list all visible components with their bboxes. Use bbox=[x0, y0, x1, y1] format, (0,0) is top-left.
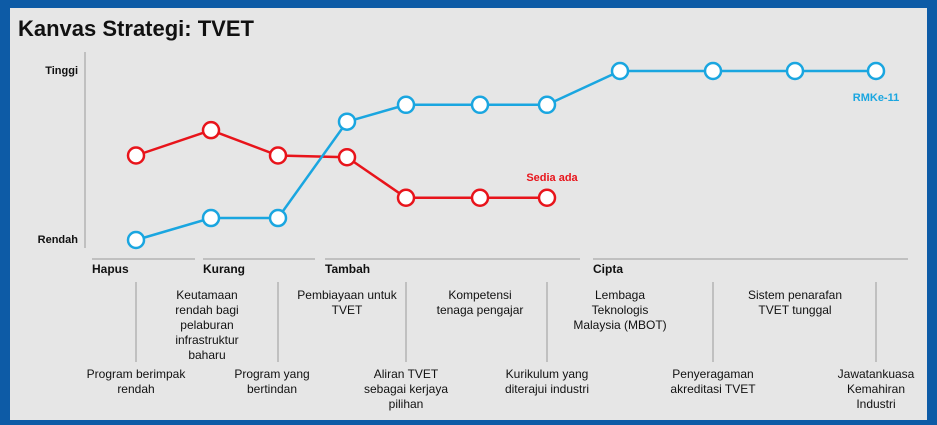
chart-title: Kanvas Strategi: TVET bbox=[18, 16, 255, 41]
category-label: Sistem penarafan TVET tunggal bbox=[747, 288, 843, 317]
point bbox=[396, 188, 416, 207]
category-label: Penyeragaman akreditasi TVET bbox=[670, 367, 756, 396]
group-label: Kurang bbox=[203, 262, 245, 276]
point bbox=[201, 208, 221, 228]
category-label: Pembiayaan untuk TVET bbox=[297, 288, 397, 317]
group-label: Hapus bbox=[92, 262, 129, 276]
category-label: Keutamaan rendah bagi pelaburan infrastr… bbox=[175, 288, 239, 362]
category-label: Kurikulum yang diterajui industri bbox=[504, 367, 590, 396]
point bbox=[866, 61, 886, 81]
point bbox=[268, 208, 288, 228]
panel bbox=[10, 8, 927, 420]
point bbox=[337, 112, 357, 131]
category-label: Lembaga Teknologis Malaysia (MBOT) bbox=[573, 288, 667, 332]
point bbox=[337, 147, 357, 167]
category-label: Kompetensi tenaga pengajar bbox=[436, 288, 524, 317]
series-line bbox=[135, 69, 876, 242]
point bbox=[201, 120, 221, 140]
category-label: Program berimpak rendah bbox=[86, 367, 186, 396]
point bbox=[470, 95, 490, 115]
category-label: Program yang bertindan bbox=[234, 367, 310, 396]
y-tick-label: Tinggi bbox=[45, 65, 78, 77]
point bbox=[268, 146, 288, 165]
point bbox=[537, 95, 557, 115]
series-label: Sedia ada bbox=[526, 172, 578, 184]
point bbox=[610, 61, 630, 81]
category-label: Aliran TVET sebagai kerjaya pilihan bbox=[363, 367, 449, 411]
point bbox=[126, 230, 146, 250]
point bbox=[537, 188, 557, 207]
point bbox=[703, 61, 723, 81]
series-label: RMKe-11 bbox=[853, 92, 899, 104]
group-label: Tambah bbox=[325, 262, 370, 276]
point bbox=[126, 146, 146, 165]
point bbox=[785, 61, 805, 81]
point bbox=[396, 95, 416, 115]
group-label: Cipta bbox=[593, 262, 623, 276]
y-tick-label: Rendah bbox=[38, 234, 79, 246]
category-label: Jawatankuasa Kemahiran Industri bbox=[837, 367, 915, 411]
point bbox=[470, 188, 490, 207]
